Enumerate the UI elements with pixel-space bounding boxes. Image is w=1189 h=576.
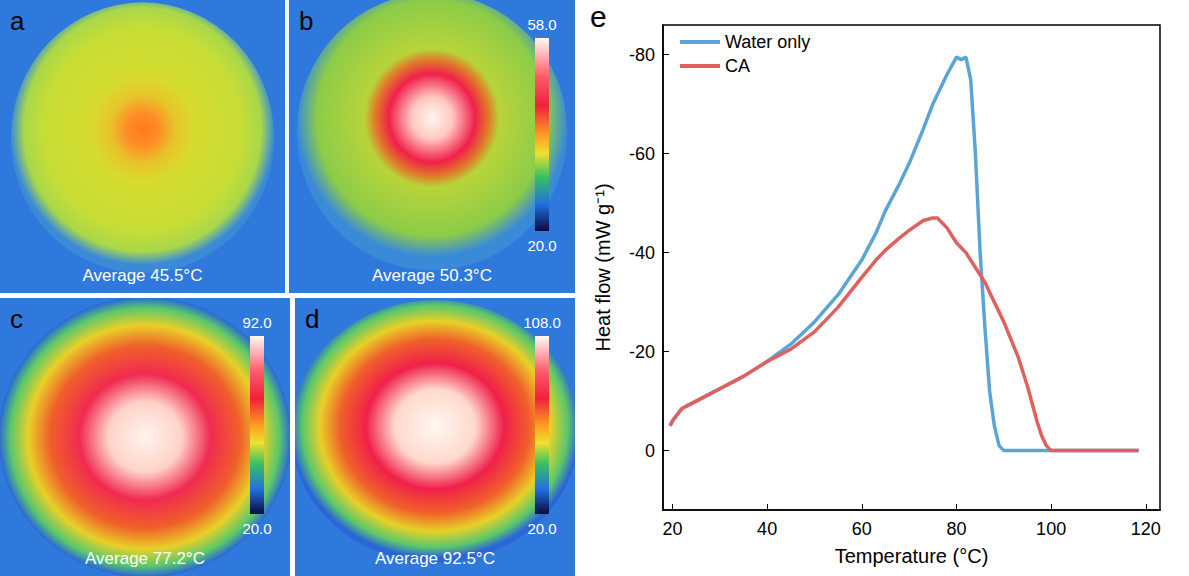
svg-text:-80: -80 [629, 45, 655, 65]
svg-text:108.0: 108.0 [523, 314, 561, 331]
svg-text:20: 20 [662, 519, 682, 539]
svg-text:Water only: Water only [725, 32, 810, 52]
svg-text:120: 120 [1131, 519, 1161, 539]
svg-text:-60: -60 [629, 144, 655, 164]
svg-text:Average 50.3°C: Average 50.3°C [372, 266, 492, 285]
svg-text:Temperature (°C): Temperature (°C) [835, 545, 989, 567]
html-text:e: e [590, 0, 607, 33]
svg-text:60: 60 [852, 519, 872, 539]
svg-text:40: 40 [757, 519, 777, 539]
svg-text:0: 0 [645, 441, 655, 461]
svg-text:-40: -40 [629, 243, 655, 263]
svg-text:CA: CA [725, 56, 750, 76]
svg-text:d: d [305, 304, 319, 334]
svg-text:58.0: 58.0 [527, 16, 556, 33]
svg-text:20.0: 20.0 [527, 237, 556, 254]
svg-text:80: 80 [946, 519, 966, 539]
svg-text:100: 100 [1036, 519, 1066, 539]
svg-text:Average 92.5°C: Average 92.5°C [375, 549, 495, 568]
svg-text:92.0: 92.0 [242, 314, 271, 331]
svg-text:20.0: 20.0 [242, 520, 271, 537]
svg-text:b: b [299, 6, 313, 36]
svg-text:-20: -20 [629, 342, 655, 362]
svg-text:Heat flow (mW g⁻¹): Heat flow (mW g⁻¹) [592, 183, 614, 351]
svg-text:20.0: 20.0 [527, 520, 556, 537]
svg-text:Average 45.5°C: Average 45.5°C [83, 266, 203, 285]
svg-text:Average 77.2°C: Average 77.2°C [85, 549, 205, 568]
svg-text:a: a [10, 6, 25, 36]
svg-text:c: c [10, 304, 23, 334]
